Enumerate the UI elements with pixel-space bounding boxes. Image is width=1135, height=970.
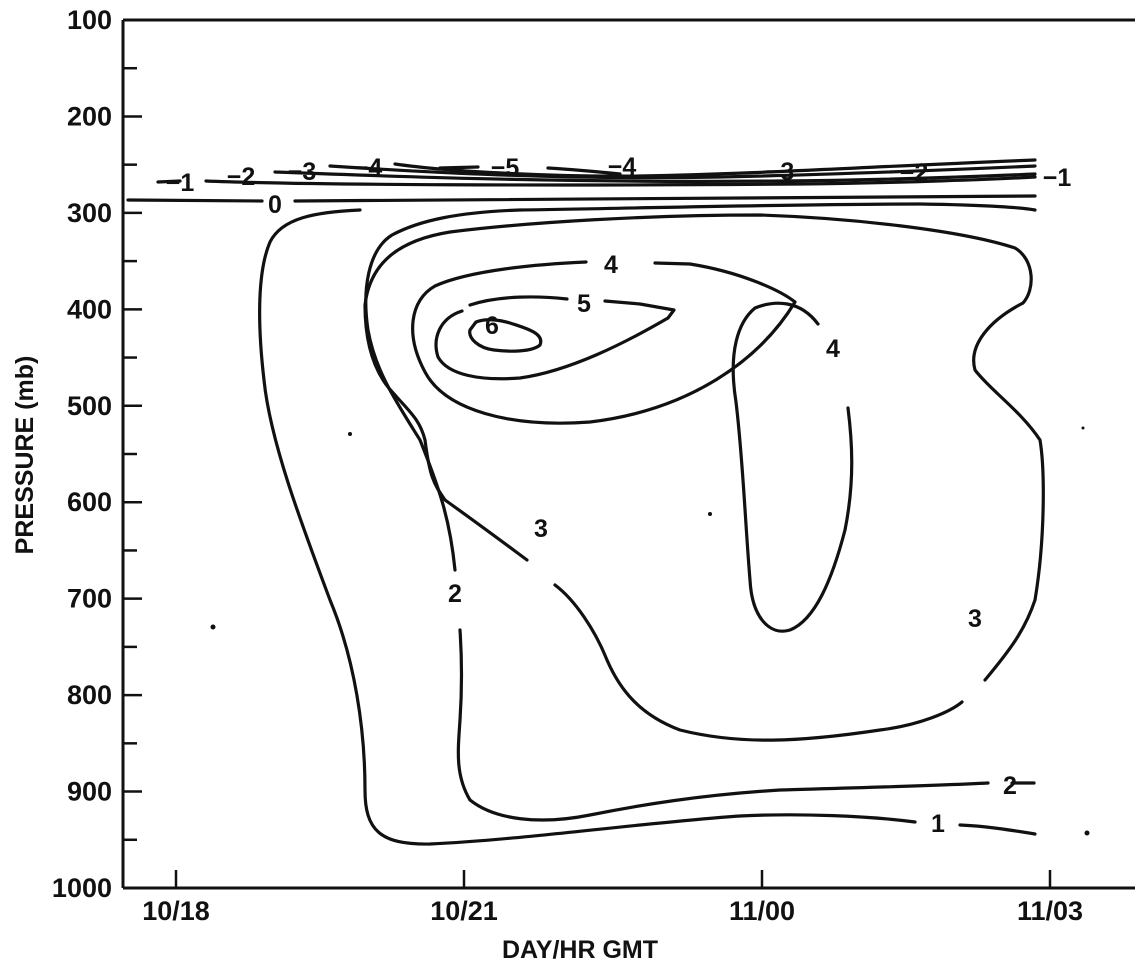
contour-line-6 [468,318,543,353]
contour-label: 4 [604,251,618,279]
contour-label: −4 [608,153,637,181]
contour-line-neg3 [328,164,1037,180]
contour-label: −2 [900,159,929,187]
contour-label: 4 [826,335,840,363]
contour-label: 0 [268,191,282,219]
y-tick-label: 300 [67,198,112,228]
contour-line-0 [126,194,1037,203]
contour-label: −2 [227,163,256,191]
contour-line-neg4 [393,158,1037,178]
y-tick-label: 200 [67,101,112,131]
contour-label: 2 [448,580,462,608]
contour-label: 5 [577,290,591,318]
contour-label: −5 [491,154,520,182]
contour-label: −4 [354,154,383,182]
contour-label: 3 [534,515,548,543]
x-tick-label: 10/21 [430,896,498,926]
x-tick-label: 10/18 [142,896,210,926]
y-tick-label: 600 [67,487,112,517]
contour-label: −1 [166,169,195,197]
y-tick-group: 100 200 300 400 500 600 700 800 900 1000 [52,5,142,903]
contour-line-2 [364,202,1037,822]
contour-label: 3 [968,605,982,633]
y-tick-label: 800 [67,680,112,710]
contour-line-4-upper [411,260,797,425]
contour-label: 2 [1003,772,1017,800]
y-tick-label: 1000 [52,873,112,903]
scan-speck [348,432,352,436]
scan-speck [1081,426,1085,430]
y-tick-label: 700 [67,584,112,614]
y-tick-label: 500 [67,391,112,421]
y-tick-label: 400 [67,294,112,324]
x-axis-title: DAY/HR GMT [502,936,658,964]
contour-line-1 [258,208,1037,846]
contour-label: 1 [931,810,945,838]
x-tick-group: 10/18 10/21 11/00 11/03 [142,870,1083,926]
scan-speck [210,624,216,630]
contour-line-4-lower [731,301,854,633]
contour-lines [126,158,1045,846]
contour-line-3 [363,213,1045,742]
contour-line-5 [434,295,676,381]
contour-label: −3 [288,158,317,186]
contour-line-neg1 [156,175,1037,187]
x-tick-label: 11/00 [729,896,795,926]
x-tick-label: 11/03 [1017,896,1083,926]
y-axis-title: PRESSURE (mb) [11,356,39,555]
y-tick-label: 900 [67,777,112,807]
scan-speck [1084,830,1090,836]
contour-line-neg2 [273,170,1037,183]
contour-label: −1 [1043,164,1072,192]
y-tick-label: 100 [67,5,112,35]
contour-line-neg5 [438,165,622,176]
contour-label: −3 [766,158,795,186]
contour-label: 6 [485,312,499,340]
scan-speck [708,512,712,516]
